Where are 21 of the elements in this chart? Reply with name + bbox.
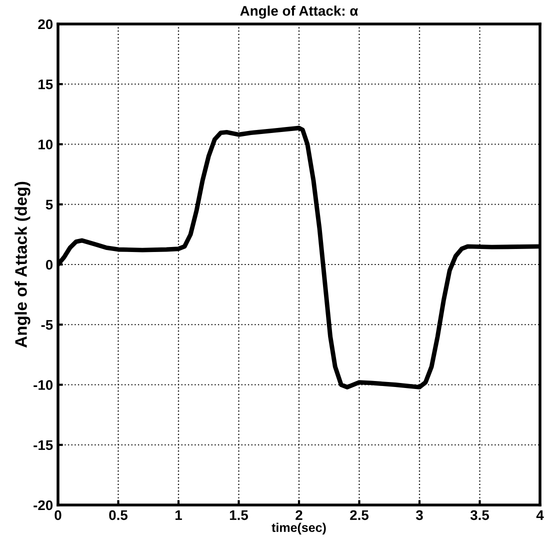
x-tick-label: 3.5 [470, 510, 490, 520]
x-tick-label: 0.5 [109, 510, 128, 520]
x-axis-title: time(sec) [272, 522, 326, 534]
y-tick-label: 20 [38, 19, 53, 30]
x-tick-label: 1.5 [230, 510, 248, 520]
y-tick-label: 5 [46, 200, 53, 210]
y-tick-label: -10 [34, 380, 53, 390]
y-tick-label: 15 [38, 80, 53, 90]
x-tick-label: 0 [54, 510, 62, 520]
x-tick-label: 2 [296, 510, 302, 520]
y-tick-label: -5 [41, 320, 53, 330]
y-axis-title: Angle of Attack (deg) [14, 182, 30, 348]
x-tick-label: 3 [416, 510, 423, 520]
y-tick-label: 0 [46, 260, 53, 270]
x-tick-label: 4 [536, 510, 544, 520]
y-tick-label: 10 [38, 140, 53, 150]
x-tick-label: 1 [176, 510, 182, 520]
y-tick-label: -15 [34, 440, 53, 450]
chart-title: Angle of Attack: α [240, 6, 358, 19]
x-tick-label: 2.5 [350, 510, 369, 520]
y-tick-label: -20 [34, 500, 53, 510]
